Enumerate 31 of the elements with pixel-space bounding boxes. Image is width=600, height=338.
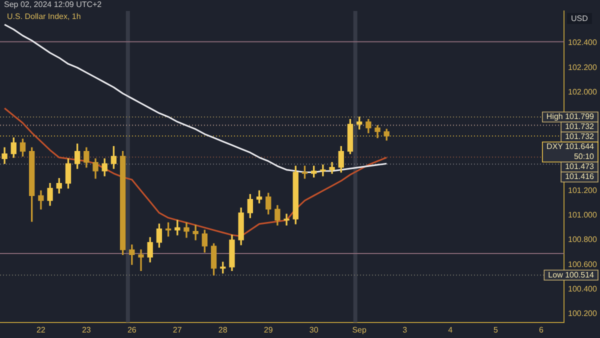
ref-line-label: High 101.799 xyxy=(546,112,595,122)
x-tick-label: 27 xyxy=(172,325,182,334)
chart-subtitle: Sep 02, 2024 12:09 UTC+2 xyxy=(4,0,102,10)
x-tick-label: 22 xyxy=(36,325,46,334)
y-tick-label: 102.200 xyxy=(568,62,598,72)
y-tick-label: 102.000 xyxy=(568,87,598,96)
y-axis-title: USD xyxy=(571,14,588,24)
chart-title: U.S. Dollar Index, 1h xyxy=(7,12,81,22)
ref-line-label: DXY 101.644 50:10 xyxy=(546,142,595,162)
y-tick-label: 101.000 xyxy=(568,210,598,220)
x-tick-label: 3 xyxy=(402,325,408,334)
y-tick-label: 100.400 xyxy=(568,284,598,294)
y-tick-label: 100.800 xyxy=(568,235,598,244)
y-tick-label: 102.400 xyxy=(568,38,598,48)
x-tick-label: 29 xyxy=(264,325,274,334)
x-tick-label: 4 xyxy=(448,325,454,334)
x-tick-label: 30 xyxy=(309,325,319,334)
ref-line-label: 101.732 xyxy=(565,122,595,132)
ref-line-label: 101.416 xyxy=(565,172,595,182)
x-tick-label: 6 xyxy=(539,325,544,334)
x-tick-label: 28 xyxy=(218,325,228,334)
x-tick-label: 26 xyxy=(127,325,137,334)
y-tick-label: 101.200 xyxy=(568,186,598,195)
ref-line-label: 101.732 xyxy=(565,132,595,142)
x-tick-label: Sep xyxy=(352,325,367,334)
x-tick-label: 23 xyxy=(82,325,92,334)
x-tick-label: 5 xyxy=(494,325,499,334)
ref-line-label: Low 100.514 xyxy=(548,270,595,280)
ref-line-label: 101.473 xyxy=(565,162,595,172)
y-tick-label: 100.200 xyxy=(568,308,598,318)
y-tick-label: 100.600 xyxy=(568,260,598,269)
